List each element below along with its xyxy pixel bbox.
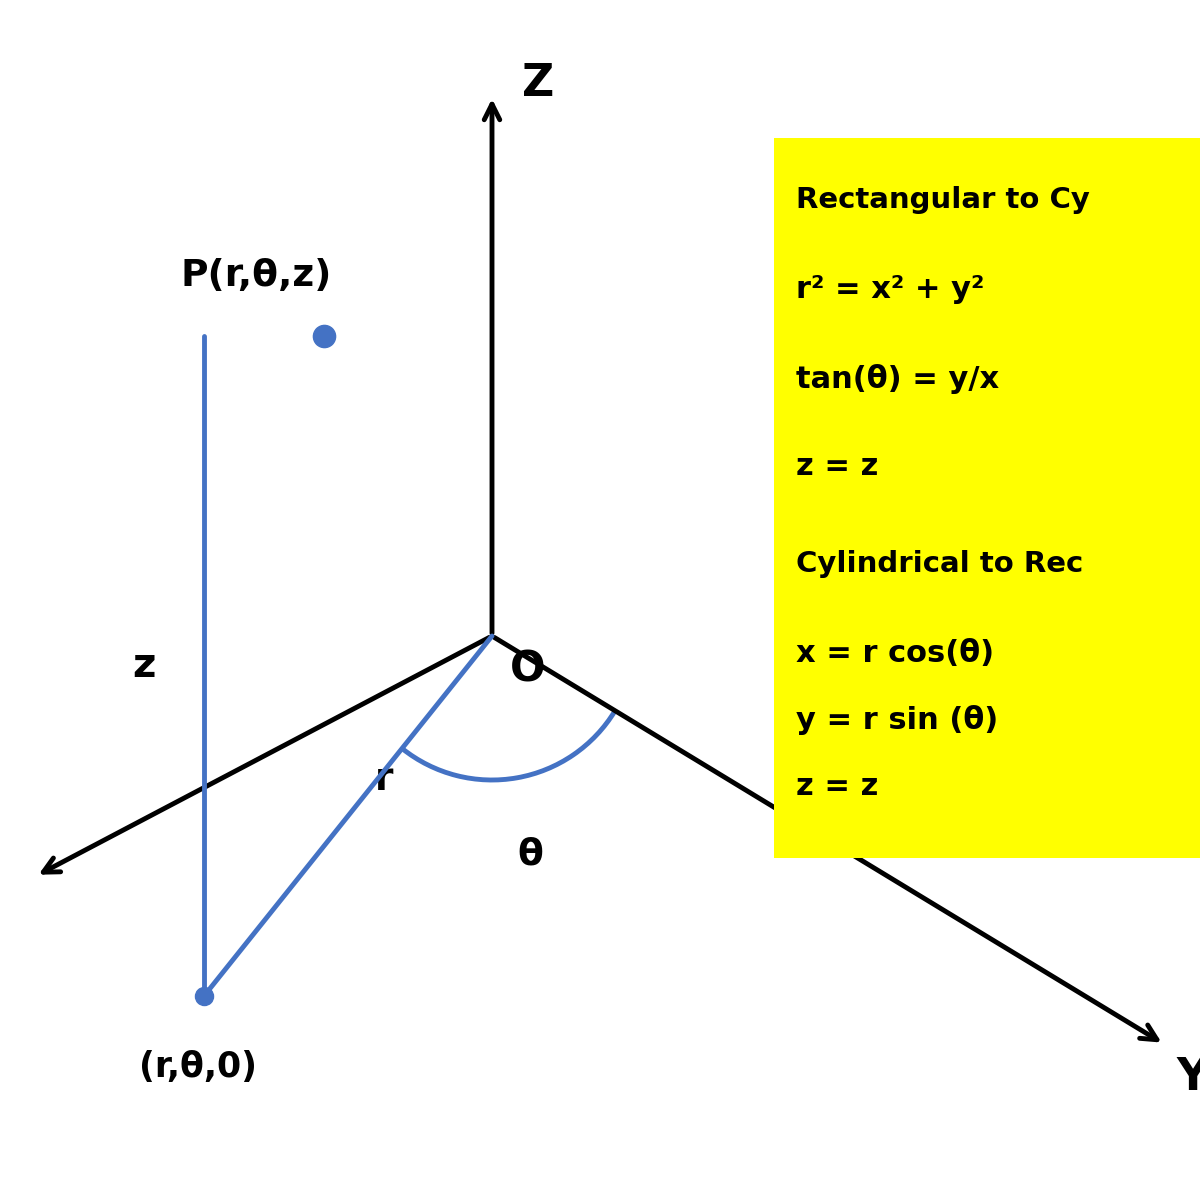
Text: tan(θ) = y/x: tan(θ) = y/x [796,364,998,394]
Text: θ: θ [517,836,544,872]
FancyBboxPatch shape [774,138,1200,858]
Text: (r,θ,0): (r,θ,0) [139,1050,257,1084]
Text: O: O [510,648,546,690]
Text: x = r cos(θ): x = r cos(θ) [796,638,994,668]
Text: z: z [133,646,156,686]
Text: Y: Y [1176,1056,1200,1099]
Text: r: r [374,762,394,798]
Text: y = r sin (θ): y = r sin (θ) [796,706,998,736]
Text: Rectangular to Cy: Rectangular to Cy [796,186,1090,214]
Text: Cylindrical to Rec: Cylindrical to Rec [796,550,1082,578]
Text: z = z: z = z [796,772,878,802]
Text: P(r,θ,z): P(r,θ,z) [180,258,331,294]
Text: Z: Z [522,62,554,106]
Text: z = z: z = z [796,452,878,481]
Text: r² = x² + y²: r² = x² + y² [796,275,984,304]
